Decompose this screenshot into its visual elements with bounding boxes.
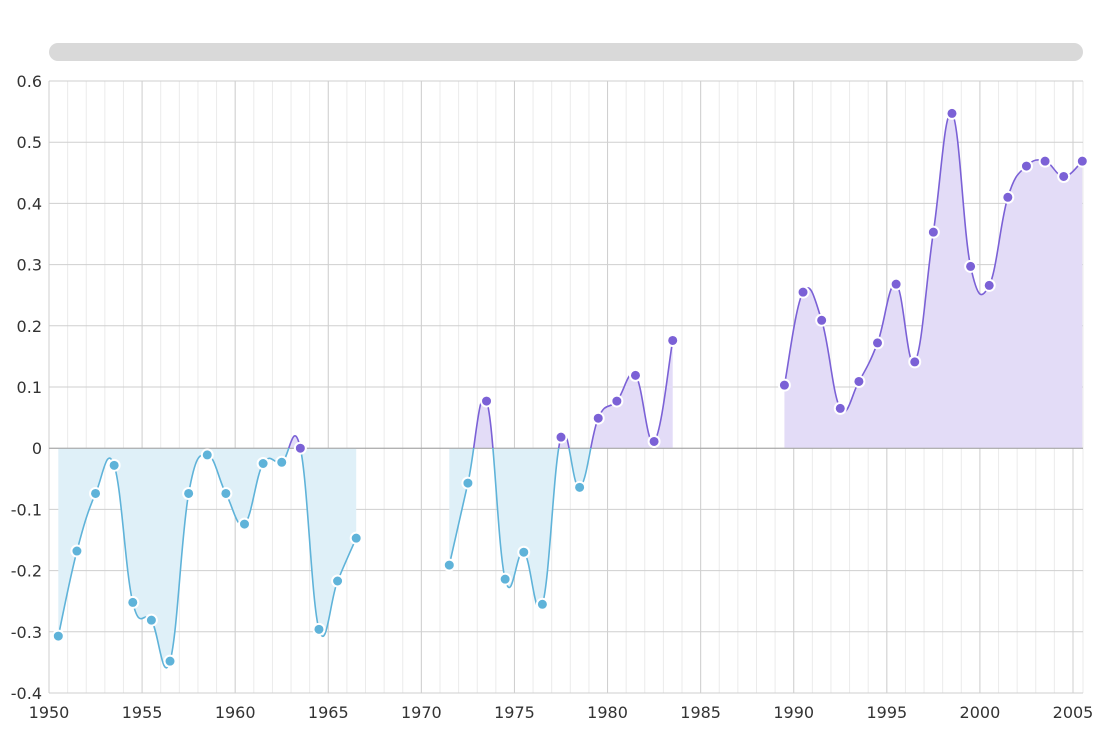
series-line-negative xyxy=(448,448,592,610)
x-tick-label: 1970 xyxy=(401,703,442,722)
data-point[interactable] xyxy=(70,544,84,558)
data-point[interactable] xyxy=(982,278,996,292)
y-tick-label: -0.1 xyxy=(11,500,42,519)
data-point[interactable] xyxy=(219,486,233,500)
negative-area-fill xyxy=(58,448,357,668)
data-point[interactable] xyxy=(89,486,103,500)
data-point[interactable] xyxy=(666,333,680,347)
positive-area-fill xyxy=(784,113,1083,448)
x-axis-labels: 1950 1955 1960 1965 1970 1975 1980 1985 1990 1995… xyxy=(29,703,1094,722)
data-point[interactable] xyxy=(1038,154,1052,168)
x-tick-label: 1955 xyxy=(122,703,163,722)
x-tick-label: 2005 xyxy=(1053,703,1094,722)
data-point[interactable] xyxy=(256,457,270,470)
data-point[interactable] xyxy=(312,622,326,636)
data-point[interactable] xyxy=(554,430,568,444)
data-point[interactable] xyxy=(535,597,549,611)
data-point[interactable] xyxy=(480,394,494,408)
data-point[interactable] xyxy=(1019,159,1033,173)
x-tick-label: 2000 xyxy=(960,703,1001,722)
x-tick-label: 1965 xyxy=(308,703,349,722)
data-point[interactable] xyxy=(852,374,866,388)
data-point[interactable] xyxy=(144,613,158,627)
data-point[interactable] xyxy=(275,455,289,469)
data-point[interactable] xyxy=(107,458,121,472)
data-point[interactable] xyxy=(871,336,885,350)
data-point[interactable] xyxy=(777,378,791,392)
data-point[interactable] xyxy=(293,441,307,455)
y-axis-labels: 0.6 0.5 0.4 0.3 0.2 0.1 0 -0.1 -0.2 -0.3 -0.4 xyxy=(11,72,42,703)
data-point[interactable] xyxy=(573,480,587,494)
x-tick-label: 1990 xyxy=(773,703,814,722)
data-point[interactable] xyxy=(1057,169,1071,183)
y-tick-label: 0 xyxy=(32,439,42,458)
data-point[interactable] xyxy=(796,285,810,299)
horizontal-scrollbar[interactable] xyxy=(49,43,1083,61)
data-point[interactable] xyxy=(498,572,512,586)
data-point[interactable] xyxy=(926,225,940,239)
y-tick-label: 0.2 xyxy=(17,317,42,336)
y-tick-label: 0.3 xyxy=(17,256,42,275)
data-point[interactable] xyxy=(442,558,456,572)
data-point[interactable] xyxy=(51,629,65,643)
x-tick-label: 1960 xyxy=(215,703,256,722)
data-point[interactable] xyxy=(964,259,978,273)
data-point[interactable] xyxy=(517,545,531,559)
data-point[interactable] xyxy=(945,106,959,120)
data-point[interactable] xyxy=(628,368,642,382)
y-tick-label: -0.4 xyxy=(11,684,42,703)
positive-area-fill xyxy=(473,340,673,448)
negative-area-fill xyxy=(449,448,673,609)
data-point[interactable] xyxy=(591,411,605,425)
data-point[interactable] xyxy=(1075,154,1089,168)
data-point[interactable] xyxy=(349,531,363,545)
x-tick-label: 1985 xyxy=(680,703,721,722)
series-line-positive xyxy=(472,340,674,448)
data-point[interactable] xyxy=(331,574,345,588)
data-point[interactable] xyxy=(461,476,475,490)
x-tick-label: 1975 xyxy=(494,703,535,722)
data-point[interactable] xyxy=(815,313,829,327)
y-tick-label: -0.2 xyxy=(11,562,42,581)
data-point[interactable] xyxy=(889,277,903,291)
x-tick-label: 1950 xyxy=(29,703,70,722)
data-point[interactable] xyxy=(126,595,140,609)
data-point[interactable] xyxy=(163,654,177,668)
data-point[interactable] xyxy=(1001,190,1015,204)
y-tick-label: -0.3 xyxy=(11,623,42,642)
x-tick-label: 1980 xyxy=(587,703,628,722)
data-point[interactable] xyxy=(610,394,624,408)
y-tick-label: 0.6 xyxy=(17,72,42,91)
data-point[interactable] xyxy=(200,448,214,462)
data-point[interactable] xyxy=(182,486,196,500)
data-point[interactable] xyxy=(647,434,661,448)
y-tick-label: 0.4 xyxy=(17,194,42,213)
x-tick-label: 1995 xyxy=(866,703,907,722)
data-points xyxy=(51,106,1089,668)
data-point[interactable] xyxy=(833,401,847,415)
data-point[interactable] xyxy=(237,517,251,531)
y-tick-label: 0.1 xyxy=(17,378,42,397)
data-point[interactable] xyxy=(908,355,922,369)
y-tick-label: 0.5 xyxy=(17,133,42,152)
